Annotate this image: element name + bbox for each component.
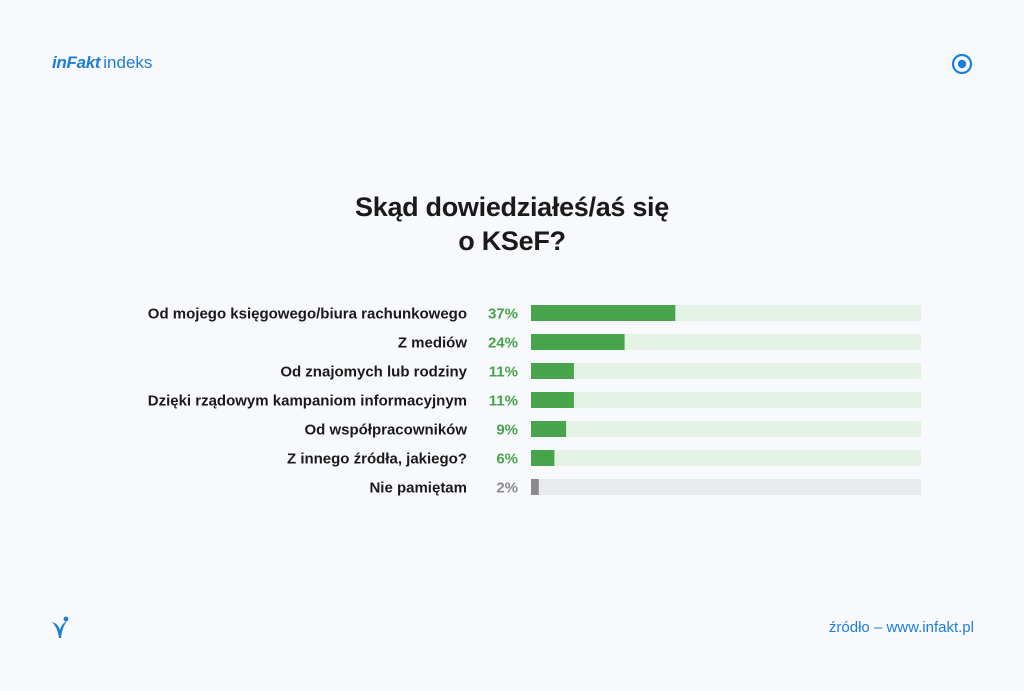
bar-track [531, 421, 921, 437]
chart-title-line-1: Skąd dowiedziałeś/aś się [355, 192, 669, 222]
product-name: indeks [103, 53, 153, 72]
chart-title-line-2: o KSeF? [458, 226, 566, 256]
bar [531, 479, 539, 495]
category-label: Nie pamiętam [369, 480, 467, 497]
circle-target-icon[interactable] [951, 53, 973, 75]
bar [531, 392, 574, 408]
bird-logo-icon [52, 616, 69, 638]
bar-track [531, 450, 921, 466]
bar-track [531, 334, 921, 350]
bar-track [531, 479, 921, 495]
chart-title: Skąd dowiedziałeś/aś się o KSeF? [0, 190, 1024, 258]
category-label: Z mediów [398, 335, 468, 352]
category-label: Od współpracowników [304, 422, 467, 439]
value-label: 11% [489, 393, 518, 410]
bar-chart: Od mojego księgowego/biura rachunkowego 3… [148, 305, 921, 497]
bar [531, 305, 676, 321]
value-label: 2% [496, 480, 518, 497]
infakt-indeks-logo[interactable]: inFakt indeks [52, 53, 152, 73]
category-label: Od mojego księgowego/biura rachunkowego [148, 306, 467, 323]
bar-track [531, 363, 921, 379]
value-label: 37% [488, 306, 518, 323]
bar-track [531, 392, 921, 408]
value-label: 24% [488, 335, 518, 352]
value-label: 11% [489, 364, 518, 381]
category-label: Od znajomych lub rodziny [280, 364, 467, 381]
bar [531, 450, 555, 466]
value-label: 9% [496, 422, 518, 439]
brand-name: inFakt [52, 53, 101, 72]
bar [531, 421, 567, 437]
category-label: Dzięki rządowym kampaniom informacyjnym [148, 393, 467, 410]
category-label: Z innego źródła, jakiego? [287, 451, 467, 468]
bar [531, 334, 625, 350]
value-label: 6% [496, 451, 518, 468]
bar [531, 363, 574, 379]
source-link[interactable]: źródło – www.infakt.pl [828, 619, 974, 636]
